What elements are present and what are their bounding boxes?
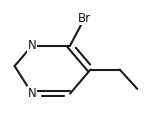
Text: Br: Br — [78, 12, 91, 24]
Text: N: N — [28, 87, 36, 100]
Text: N: N — [28, 39, 36, 52]
